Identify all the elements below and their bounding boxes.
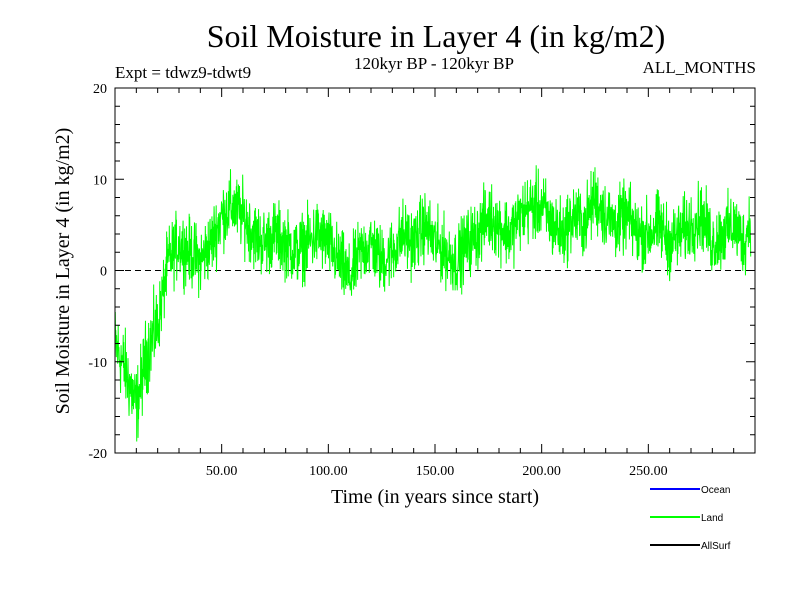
legend-label-land: Land [701,513,723,524]
y-tick-label: 0 [100,265,107,280]
legend-label-ocean: Ocean [701,485,730,496]
x-tick-label: 200.00 [522,464,561,479]
months-label: ALL_MONTHS [643,58,756,77]
y-axis-label: Soil Moisture in Layer 4 (in kg/m2) [52,128,74,415]
legend: Ocean Land AllSurf [650,485,731,552]
y-tick-label: -20 [88,447,107,462]
y-tick-label: 20 [93,82,107,97]
x-tick-label: 150.00 [416,464,455,479]
chart-title: Soil Moisture in Layer 4 (in kg/m2) [207,18,666,54]
y-tick-label: 10 [93,173,107,188]
period-label: 120kyr BP - 120kyr BP [354,54,514,73]
experiment-label: Expt = tdwz9-tdwt9 [115,63,251,82]
series-line-land [114,165,752,442]
x-tick-label: 50.00 [206,464,238,479]
x-tick-label: 250.00 [629,464,668,479]
y-tick-label: -10 [88,356,107,371]
legend-label-allsurf: AllSurf [701,541,731,552]
plot-area: 50.00 100.00 150.00 200.00 250.00 -20 -10 0 10 20 [88,82,756,479]
x-tick-label: 100.00 [309,464,348,479]
x-axis-label: Time (in years since start) [331,486,539,508]
